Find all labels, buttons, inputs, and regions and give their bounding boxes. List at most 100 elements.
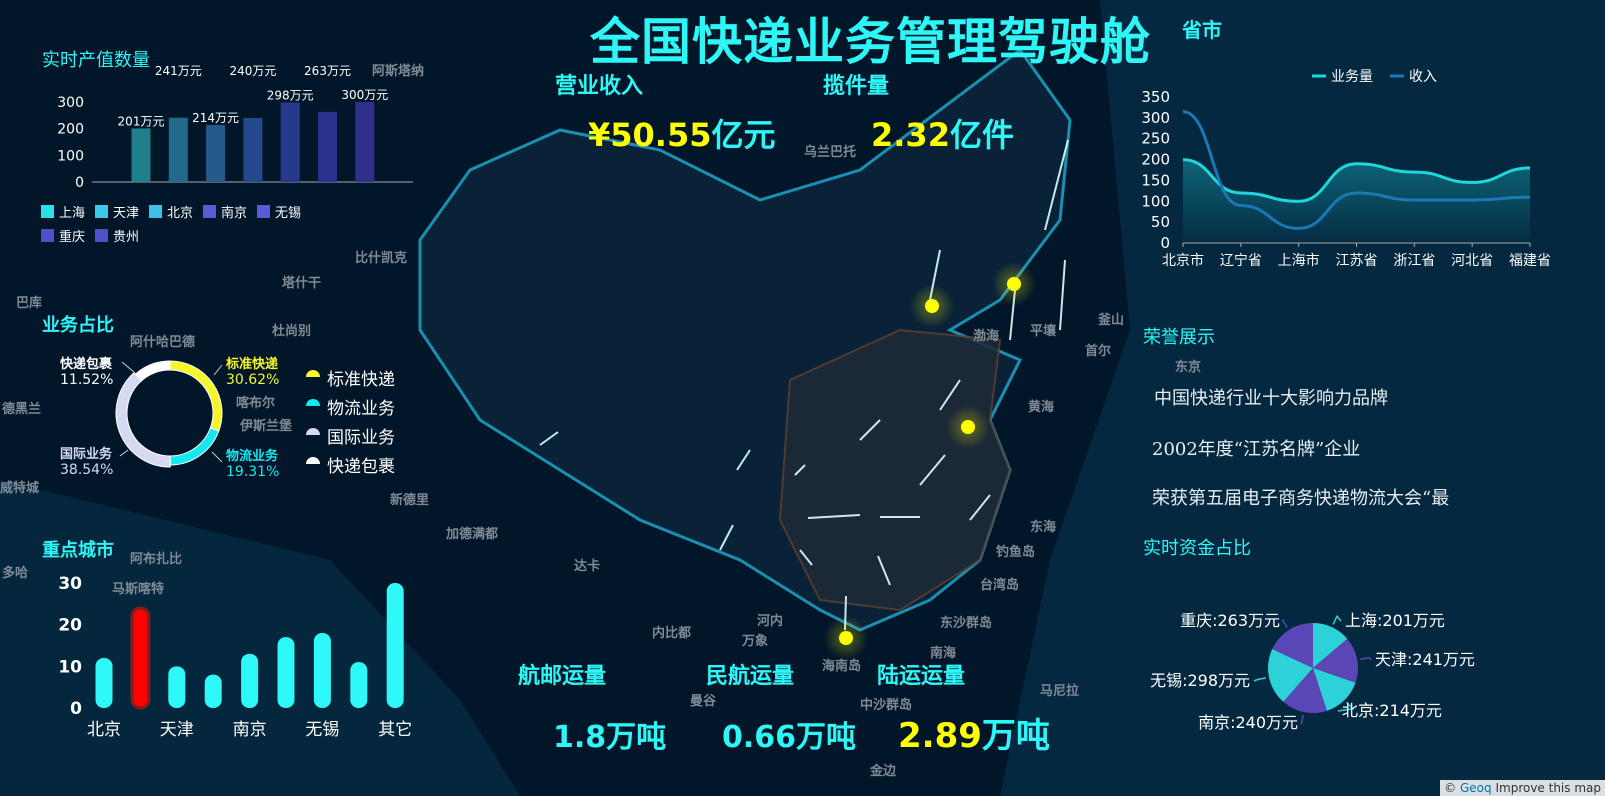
y-tick-label: 30 [58, 574, 82, 594]
x-tick-label: 北京市 [1162, 252, 1204, 269]
copyright-symbol: © [1444, 781, 1457, 795]
y-tick-label: 10 [58, 657, 82, 677]
map-place-label: 东海 [1030, 520, 1057, 535]
funds-title: 实时资金占比 [1143, 538, 1251, 559]
map-place-label: 德黑兰 [2, 402, 42, 417]
geoq-link[interactable]: Geoq [1460, 781, 1492, 795]
map-place-label: 南海 [930, 646, 957, 661]
bar-南京 [241, 653, 259, 708]
x-tick-label: 无锡 [305, 720, 339, 740]
hotspot-dot[interactable] [961, 420, 975, 434]
map-place-label: 釜山 [1098, 313, 1125, 328]
legend-swatch [41, 229, 54, 242]
map-place-label: 阿什哈巴德 [130, 335, 196, 350]
bar-city [204, 674, 222, 708]
bar-city [350, 662, 368, 708]
map-place-label: 河内 [757, 614, 784, 629]
production-bar-chart[interactable]: 0 100 200 300 201万元 241万元 214万元 240万元 298万元 263万元… [0, 60, 430, 260]
pickup-label: 揽件量 [823, 74, 890, 99]
donut-slice-name: 物流业务 [226, 448, 279, 464]
honor-item: 2002年度“江苏名牌”企业 [1152, 439, 1361, 460]
x-tick-label: 福建省 [1509, 253, 1551, 269]
bar-data-label: 240万元 [229, 64, 276, 78]
map-place-label: 达卡 [574, 559, 601, 574]
donut-slice-percent: 30.62% [226, 372, 279, 388]
x-tick-label: 浙江省 [1393, 253, 1435, 269]
donut-slice-percent: 19.31% [226, 464, 279, 480]
map-place-label: 金边 [870, 764, 897, 779]
leader-line [1332, 614, 1342, 625]
donut-slice-1 [169, 427, 220, 466]
map-place-label: 阿布扎比 [130, 552, 183, 567]
key-cities-bar-chart[interactable]: 0 10 20 30 北京 天津 南京 无锡 其它 [0, 565, 430, 745]
map-place-label: 伊斯兰堡 [240, 419, 293, 434]
bar-其它 [386, 583, 404, 708]
pie-slice-天津 [1313, 638, 1358, 683]
pie-slice-北京 [1313, 668, 1356, 711]
x-tick-label: 其它 [378, 720, 412, 740]
map-place-label: 首尔 [1085, 344, 1112, 359]
donut-slice-name: 标准快递 [225, 356, 278, 372]
y-tick-label: 50 [1151, 213, 1170, 231]
bar-data-label: 298万元 [267, 89, 314, 103]
improve-map-link[interactable]: Improve this map [1495, 781, 1601, 795]
province-line-chart[interactable]: 0 50 100 150 200 250 300 350 北京市 辽宁省 上海市 江苏省 浙江省 河北省福… [1140, 60, 1605, 275]
map-place-label: 比什凯克 [355, 251, 408, 266]
bar-贵州 [355, 102, 375, 182]
pickup-unit: 亿件 [949, 116, 1014, 154]
x-tick-label: 北京 [87, 720, 121, 740]
legend-label: 北京 [167, 206, 193, 221]
land-transport-unit: 万吨 [981, 716, 1050, 756]
pie-label: 重庆:263万元 [1180, 611, 1280, 630]
bar-北京 [95, 658, 113, 708]
x-tick-label: 辽宁省 [1220, 252, 1262, 269]
bar-无锡 [313, 633, 331, 708]
honor-item: 中国快递行业十大影响力品牌 [1154, 388, 1388, 409]
legend-swatch-1 [306, 399, 320, 406]
map-place-label: 杜尚别 [272, 324, 312, 339]
hotspot-dot[interactable] [839, 631, 853, 645]
y-tick-label: 20 [58, 616, 82, 636]
pie-label: 天津:241万元 [1375, 650, 1475, 669]
leader-line [211, 451, 223, 463]
map-place-label: 乌兰巴托 [804, 145, 857, 160]
bar-data-label: 263万元 [304, 64, 351, 78]
legend-label: 快递包裹 [327, 457, 395, 477]
hotspot-dot[interactable] [1007, 277, 1021, 291]
map-place-label: 平壤 [1030, 324, 1057, 339]
legend-label: 上海 [59, 206, 85, 221]
civil-aviation-number: 0.66 [722, 720, 797, 755]
pie-label: 南京:240万元 [1198, 713, 1298, 732]
legend-swatch [95, 205, 108, 218]
y-tick-label: 0 [1160, 234, 1170, 252]
pie-slice-无锡 [1268, 648, 1313, 702]
bar-city [130, 606, 151, 710]
map-place-label: 黄海 [1028, 400, 1055, 415]
map-place-label: 阿斯塔纳 [372, 64, 425, 79]
y-tick-label: 300 [57, 95, 84, 111]
pie-slice-南京 [1283, 668, 1327, 713]
bar-data-label: 214万元 [192, 111, 239, 125]
legend-swatch [257, 205, 270, 218]
hotspot-dot[interactable] [925, 299, 939, 313]
province-chart-title-fragment: 省市 [1182, 18, 1222, 42]
donut-slice-percent: 11.52% [60, 372, 113, 388]
map-place-label: 巴库 [16, 296, 43, 311]
map-place-label: 塔什干 [282, 276, 322, 291]
bar-天津 [168, 666, 186, 708]
revenue-unit: 亿元 [711, 116, 776, 154]
east-china-region [778, 328, 1012, 612]
revenue-label: 营业收入 [555, 74, 644, 99]
y-tick-label: 0 [75, 175, 84, 191]
map-place-label: 马斯喀特 [112, 582, 165, 597]
pie-slice-上海 [1313, 623, 1348, 668]
legend-label: 贵州 [113, 230, 139, 245]
map-place-label: 万象 [742, 634, 769, 649]
legend-swatch-0 [306, 370, 320, 377]
leader-line [1281, 619, 1288, 628]
map-place-label: 台湾岛 [980, 578, 1020, 593]
y-tick-label: 200 [57, 122, 84, 138]
